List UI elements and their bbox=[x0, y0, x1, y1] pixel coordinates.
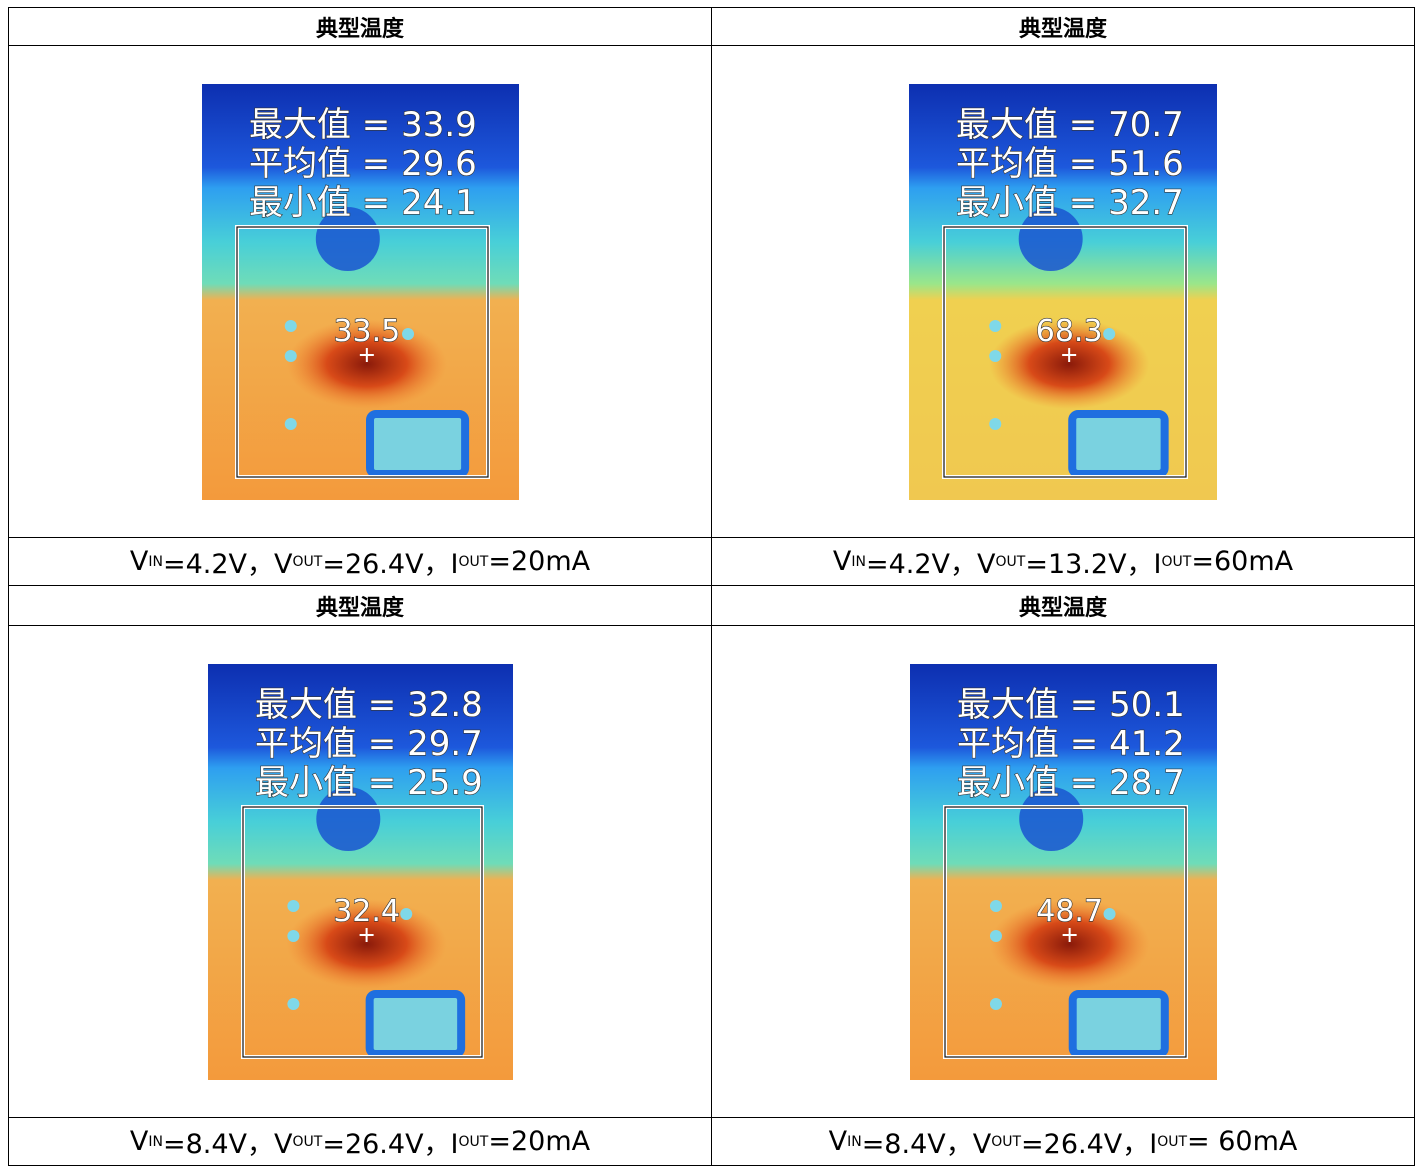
caption-subscript: OUT bbox=[458, 1133, 489, 1150]
caption-text: =13.2V，I bbox=[1025, 549, 1162, 580]
caption-subscript: OUT bbox=[458, 553, 489, 570]
reading: 最小值 = 24.1 bbox=[249, 183, 477, 223]
caption-text: = 60mA bbox=[1187, 1126, 1298, 1157]
image-cell: 最大值 = 50.1 平均值 = 41.2 最小值 = 28.7 48.7 bbox=[712, 626, 1415, 1118]
reading: 最大值 = 50.1 bbox=[957, 685, 1185, 725]
cell-title: 典型温度 bbox=[712, 8, 1415, 46]
caption-text: =8.4V，V bbox=[861, 1129, 992, 1160]
reading: 最小值 = 32.7 bbox=[956, 183, 1184, 223]
caption-subscript: IN bbox=[851, 553, 866, 570]
spot-reading: 68.3 bbox=[1036, 314, 1103, 349]
reading: 平均值 = 51.6 bbox=[956, 144, 1184, 184]
caption-subscript: OUT bbox=[1157, 1133, 1188, 1150]
reading: 平均值 = 29.7 bbox=[255, 724, 483, 764]
caption-text: V bbox=[129, 546, 149, 577]
caption-text: =26.4V，I bbox=[1021, 1129, 1158, 1160]
image-cell: 最大值 = 33.9 平均值 = 29.6 最小值 = 24.1 33.5 bbox=[9, 46, 712, 538]
cell-title: 典型温度 bbox=[712, 586, 1415, 626]
reading: 最大值 = 33.9 bbox=[249, 105, 477, 145]
reading: 平均值 = 29.6 bbox=[249, 144, 477, 184]
caption-text: =20mA bbox=[488, 1126, 591, 1157]
reading: 最小值 = 25.9 bbox=[255, 763, 483, 803]
image-cell: 最大值 = 32.8 平均值 = 29.7 最小值 = 25.9 32.4 bbox=[9, 626, 712, 1118]
figure-table: 典型温度 典型温度 最大值 = 33.9 平均值 = 29.6 最小值 = 24.1 3… bbox=[8, 7, 1415, 1166]
spot-reading: 33.5 bbox=[333, 314, 400, 349]
caption-subscript: IN bbox=[148, 553, 163, 570]
reading: 最大值 = 70.7 bbox=[956, 105, 1184, 145]
caption-text: =60mA bbox=[1191, 546, 1294, 577]
cell-title: 典型温度 bbox=[9, 586, 712, 626]
spot-reading: 48.7 bbox=[1036, 894, 1103, 929]
reading: 最小值 = 28.7 bbox=[957, 763, 1185, 803]
caption-subscript: OUT bbox=[991, 1133, 1022, 1150]
image-cell: 最大值 = 70.7 平均值 = 51.6 最小值 = 32.7 68.3 bbox=[712, 46, 1415, 538]
caption-text: =8.4V，V bbox=[162, 1129, 293, 1160]
caption: V IN =4.2V，V OUT =26.4V，I OUT =20mA bbox=[9, 538, 712, 586]
caption-text: =4.2V，V bbox=[162, 549, 293, 580]
caption-subscript: OUT bbox=[1161, 553, 1192, 570]
caption-text: V bbox=[832, 546, 852, 577]
caption: V IN =4.2V，V OUT =13.2V，I OUT =60mA bbox=[712, 538, 1415, 586]
caption-subscript: OUT bbox=[995, 553, 1026, 570]
caption-text: =26.4V，I bbox=[322, 1129, 459, 1160]
cell-title: 典型温度 bbox=[9, 8, 712, 46]
reading: 最大值 = 32.8 bbox=[255, 685, 483, 725]
caption-subscript: IN bbox=[148, 1133, 163, 1150]
caption-text: =20mA bbox=[488, 546, 591, 577]
caption-subscript: IN bbox=[847, 1133, 862, 1150]
caption: V IN =8.4V，V OUT =26.4V，I OUT = 60mA bbox=[712, 1118, 1415, 1166]
caption: V IN =8.4V，V OUT =26.4V，I OUT =20mA bbox=[9, 1118, 712, 1166]
spot-reading: 32.4 bbox=[333, 894, 400, 929]
caption-text: =26.4V，I bbox=[322, 549, 459, 580]
caption-text: =4.2V，V bbox=[865, 549, 996, 580]
reading: 平均值 = 41.2 bbox=[957, 724, 1185, 764]
caption-subscript: OUT bbox=[292, 1133, 323, 1150]
caption-subscript: OUT bbox=[292, 553, 323, 570]
caption-text: V bbox=[129, 1126, 149, 1157]
caption-text: V bbox=[828, 1126, 848, 1157]
